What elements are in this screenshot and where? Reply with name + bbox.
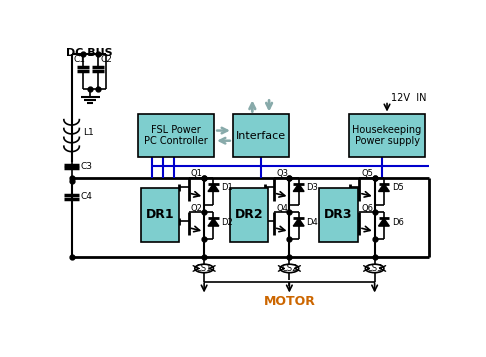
Text: DR2: DR2 [235,208,263,221]
Text: CS1: CS1 [196,264,212,273]
Text: C3: C3 [81,161,93,171]
Ellipse shape [195,264,213,273]
Text: FSL Power
PC Controller: FSL Power PC Controller [144,125,208,146]
Bar [230,187,268,241]
Text: DR3: DR3 [324,208,352,221]
Polygon shape [379,218,389,226]
Text: CS2: CS2 [281,264,297,273]
Bar [140,187,179,241]
Text: CS3: CS3 [366,264,383,273]
Polygon shape [208,184,219,191]
Text: L1: L1 [83,129,94,137]
Polygon shape [379,184,389,191]
Text: C1: C1 [73,55,85,64]
Text: DR1: DR1 [146,208,174,221]
Ellipse shape [365,264,384,273]
Text: Interface: Interface [236,131,286,141]
Polygon shape [208,218,219,226]
Text: MOTOR: MOTOR [263,295,315,308]
Text: 12V  IN: 12V IN [391,92,426,102]
Text: Q6: Q6 [362,204,373,213]
Ellipse shape [280,264,299,273]
Text: DC BUS: DC BUS [66,48,113,58]
Text: D1: D1 [221,183,233,192]
Text: C2: C2 [100,55,112,64]
Bar [138,115,214,157]
Text: Q1: Q1 [191,169,203,178]
Bar [233,115,289,157]
Text: Q5: Q5 [362,169,373,178]
Text: D2: D2 [221,218,233,227]
Polygon shape [293,218,304,226]
Text: Q4: Q4 [276,204,288,213]
Polygon shape [293,184,304,191]
Text: C4: C4 [81,192,93,201]
Text: Q2: Q2 [191,204,203,213]
Text: D4: D4 [307,218,318,227]
Text: D6: D6 [392,218,403,227]
Bar [319,187,358,241]
Text: Housekeeping
Power supply: Housekeeping Power supply [352,125,422,146]
Text: D3: D3 [307,183,318,192]
Text: D5: D5 [392,183,403,192]
Bar [349,115,425,157]
Text: Q3: Q3 [276,169,288,178]
